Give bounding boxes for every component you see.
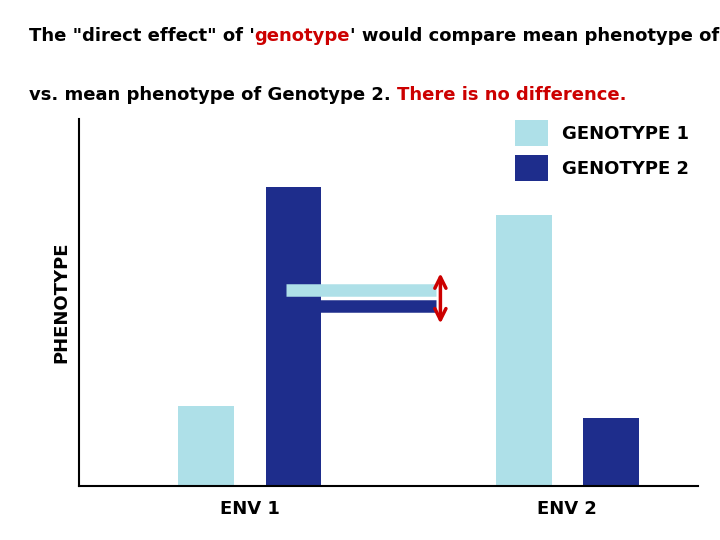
Bar xyxy=(583,418,639,486)
Y-axis label: PHENOTYPE: PHENOTYPE xyxy=(53,241,71,363)
Text: vs. mean phenotype of Genotype 2.: vs. mean phenotype of Genotype 2. xyxy=(29,86,397,104)
Text: genotype: genotype xyxy=(255,27,350,45)
Text: ' would compare mean phenotype of Genotype 1: ' would compare mean phenotype of Genoty… xyxy=(350,27,720,45)
Bar xyxy=(496,214,552,486)
Text: There is no difference.: There is no difference. xyxy=(397,86,626,104)
Bar xyxy=(179,406,234,486)
Legend: GENOTYPE 1, GENOTYPE 2: GENOTYPE 1, GENOTYPE 2 xyxy=(516,120,689,180)
Text: The "direct effect" of ': The "direct effect" of ' xyxy=(29,27,255,45)
Bar xyxy=(266,187,321,486)
